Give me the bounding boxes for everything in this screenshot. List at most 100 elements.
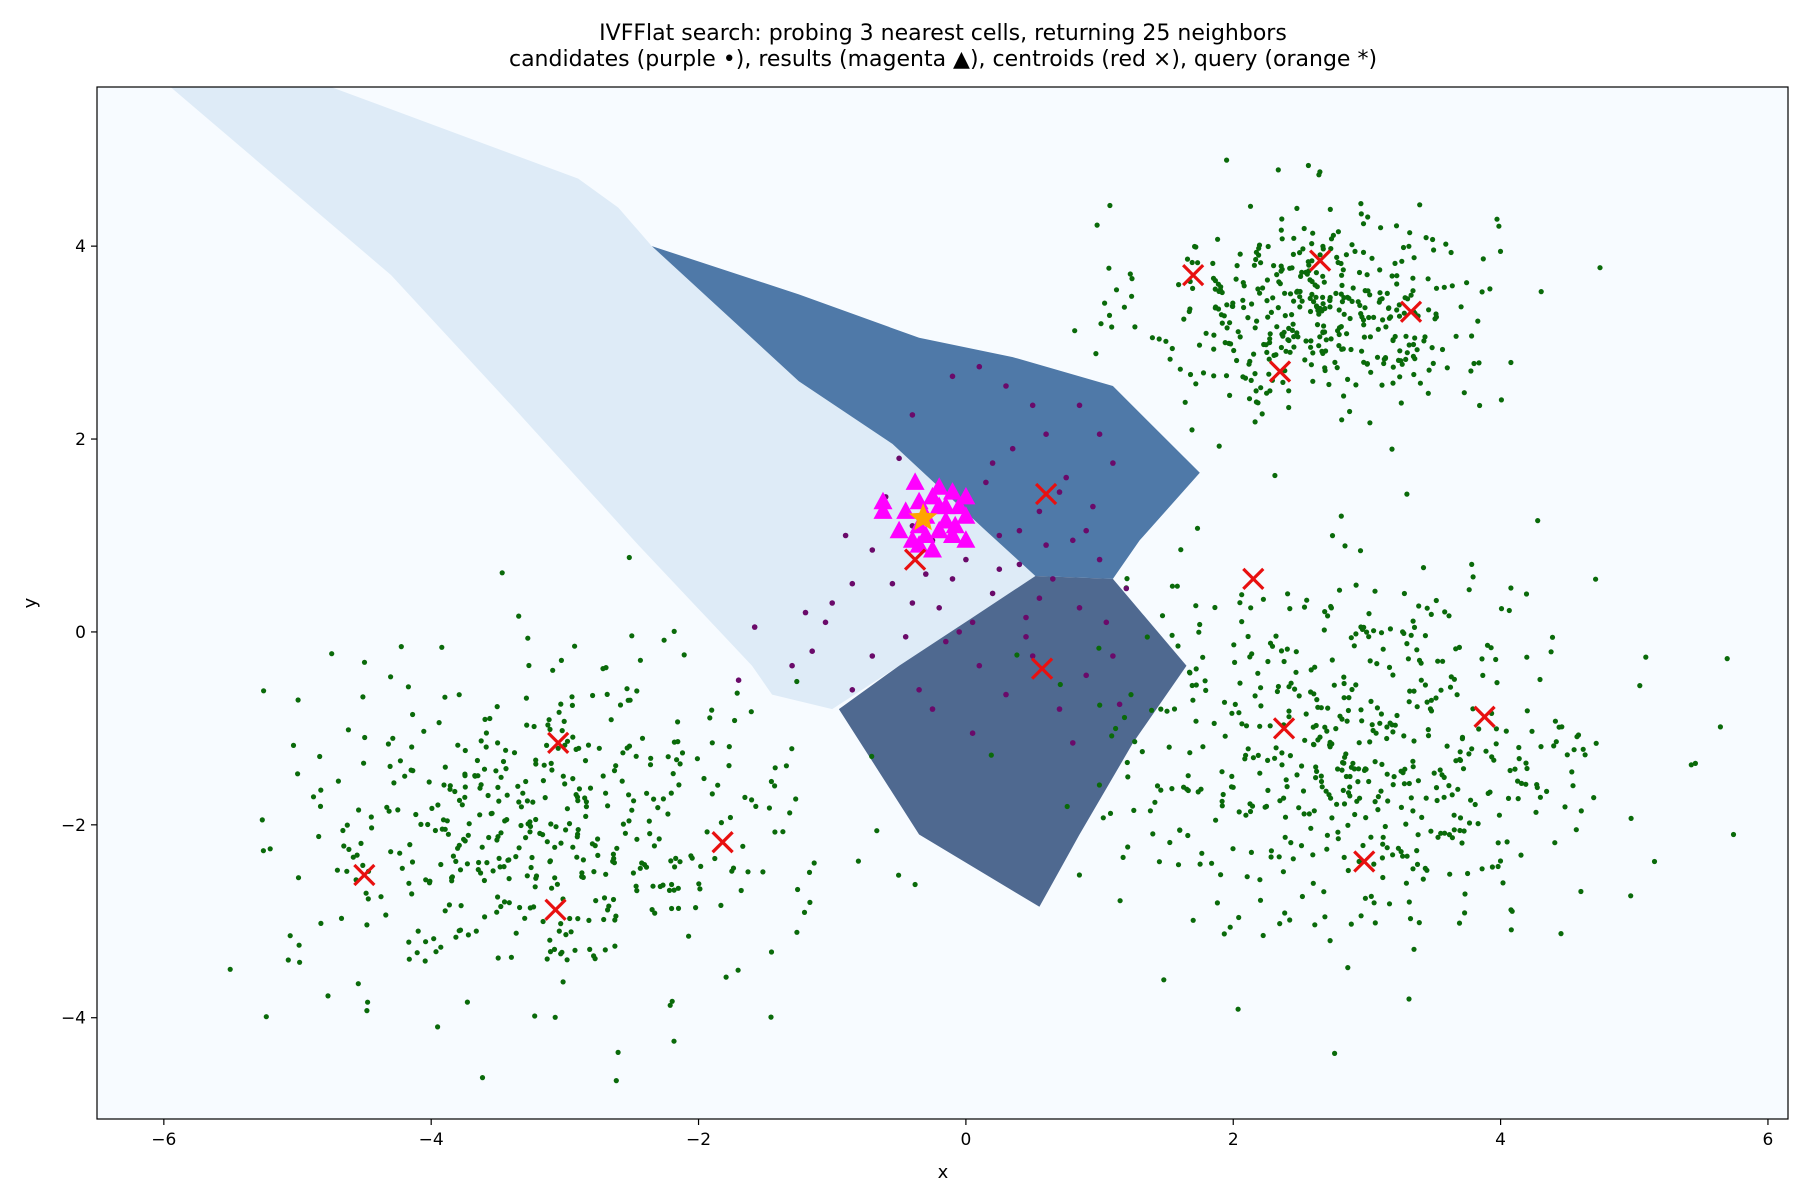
database-point [1401,630,1407,637]
database-point [1350,760,1356,766]
database-point [1232,659,1238,666]
database-point [1371,314,1377,320]
database-point [511,750,518,756]
database-point [483,744,489,750]
database-point [1224,302,1230,308]
database-point [1388,314,1394,320]
database-point [1462,910,1468,916]
database-point [558,701,564,707]
database-point [795,886,801,893]
database-point [615,1049,621,1055]
database-point [1235,1006,1241,1012]
database-point [677,859,683,865]
database-point [1423,235,1429,241]
database-point [1410,764,1416,770]
database-point [1366,611,1372,617]
database-point [456,928,462,934]
database-point [1229,710,1235,716]
database-point [334,867,340,873]
database-point [1072,328,1078,334]
database-point [1274,272,1280,278]
database-point [1524,708,1530,714]
database-point [501,899,508,905]
database-point [1403,333,1409,339]
database-point [479,1075,486,1081]
database-point [545,722,551,728]
database-point [1359,718,1365,724]
database-point [563,827,569,833]
database-point [520,790,526,796]
database-point [1195,260,1201,266]
database-point [1410,866,1416,872]
database-point [1559,724,1565,730]
database-point [1190,917,1196,923]
database-point [1189,427,1195,433]
database-point [1544,788,1550,795]
database-point [1294,772,1300,778]
database-point [1156,859,1162,865]
database-point [1124,759,1130,766]
database-point [1356,858,1362,865]
database-point [1358,913,1364,919]
database-point [1414,347,1420,353]
database-point [1438,687,1444,693]
database-point [1401,310,1407,316]
database-point [780,829,786,835]
result-triangle [909,535,929,553]
database-point [423,939,429,945]
database-point [1369,255,1375,261]
database-point [1117,898,1123,904]
database-point [1322,724,1328,730]
database-point [530,799,536,805]
database-point [1253,388,1259,394]
database-point [600,666,606,672]
database-point [479,844,485,850]
database-point [1309,241,1315,247]
database-point [1465,870,1471,877]
database-point [1456,920,1463,926]
database-point [1359,626,1366,633]
database-point [1441,794,1447,800]
database-point [558,657,565,664]
database-point [1447,871,1453,877]
database-point [465,832,471,838]
database-point [1384,290,1390,296]
database-point [1390,782,1396,788]
database-point [740,843,746,849]
database-point [1406,243,1412,249]
database-point [1406,342,1412,348]
database-point [425,821,431,828]
database-point [1503,728,1509,734]
database-point [1333,726,1339,732]
database-point [647,831,653,837]
database-point [1294,330,1300,336]
database-point [1121,304,1127,310]
database-point [1628,893,1634,899]
database-point [1264,277,1270,283]
database-point [482,716,488,723]
database-point [1469,333,1475,339]
database-point [1397,374,1403,380]
database-point [384,804,390,810]
database-point [1534,784,1540,791]
database-point [1303,711,1309,717]
database-point [629,633,635,639]
database-point [356,807,362,813]
candidate-point [1056,706,1063,712]
database-point [1264,349,1270,355]
database-point [361,760,367,766]
database-point [1383,324,1389,330]
database-point [544,742,550,749]
database-point [1187,306,1193,312]
database-point [1451,676,1457,682]
database-point [1197,621,1203,628]
database-point [1420,876,1426,882]
database-point [1200,744,1206,750]
database-point [1129,276,1135,282]
database-point [1389,446,1395,452]
database-point [1241,283,1247,289]
database-point [1385,305,1392,311]
candidate-point [1076,605,1083,611]
database-point [1287,606,1293,612]
database-point [1457,815,1464,821]
